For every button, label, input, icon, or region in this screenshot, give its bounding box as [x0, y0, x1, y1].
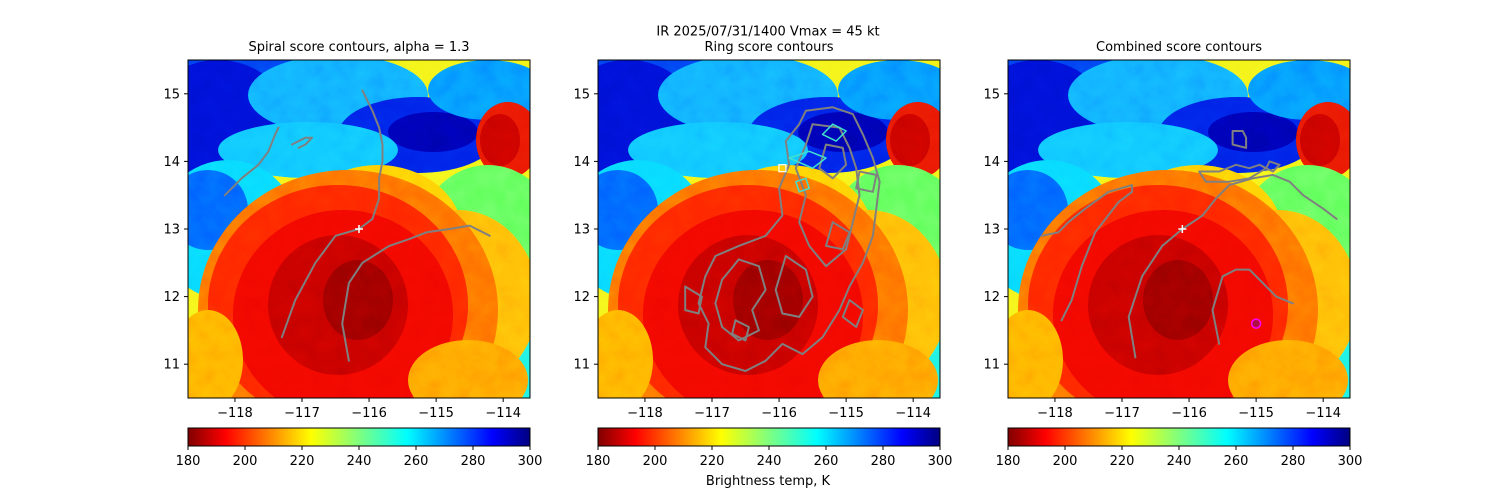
score-contour: [788, 150, 827, 169]
x-tick-label: −116: [1171, 406, 1207, 421]
colorbar-tick-label: 220: [1110, 454, 1135, 469]
x-tick-label: −118: [217, 406, 253, 421]
score-contour: [684, 285, 703, 315]
y-tick-label: 14: [163, 155, 180, 170]
colorbar-tick-label: 200: [643, 454, 668, 469]
colorbar-tick-label: 280: [1281, 454, 1306, 469]
score-contour: [821, 123, 847, 142]
score-contour: [341, 224, 491, 362]
panel-3: Combined score contours −118 −117 −116 −115 −…: [983, 40, 1363, 469]
y-tick-label: 15: [163, 87, 180, 102]
x-tick-label: −116: [351, 406, 387, 421]
colorbar: 180 200 220 240 260 280 300: [586, 427, 953, 469]
x-tick-label: −114: [485, 406, 521, 421]
y-tick-label: 11: [983, 358, 1000, 373]
y-tick-label: 13: [163, 223, 180, 238]
y-tick-label: 11: [573, 358, 590, 373]
score-contour: [280, 89, 384, 339]
x-tick-label: −117: [694, 406, 730, 421]
colorbar-tick-label: 280: [871, 454, 896, 469]
score-contour: [1040, 184, 1134, 322]
colorbar-tick-label: 300: [928, 454, 953, 469]
score-contour: [1211, 268, 1294, 345]
x-tick-label: −118: [627, 406, 663, 421]
panel-title: Combined score contours: [1096, 40, 1262, 55]
score-contour: [795, 177, 810, 193]
score-contour: [697, 106, 881, 372]
colorbar-tick-label: 260: [1224, 454, 1249, 469]
x-tick-label: −115: [418, 406, 454, 421]
colorbar: 180 200 220 240 260 280 300: [176, 427, 543, 469]
y-tick-label: 12: [983, 290, 1000, 305]
panel-1: Spiral score contours, alpha = 1.3 −118 −1…: [163, 40, 543, 469]
score-contour: [818, 143, 848, 180]
x-tick-label: −118: [1037, 406, 1073, 421]
score-contour: [774, 255, 814, 318]
y-tick-label: 12: [163, 290, 180, 305]
score-contour: [855, 170, 878, 193]
score-contour: [825, 221, 851, 251]
colorbar-tick-label: 300: [518, 454, 543, 469]
colorbar-tick-label: 200: [1053, 454, 1078, 469]
x-tick-label: −115: [828, 406, 864, 421]
colorbar: 180 200 220 240 260 280 300: [996, 427, 1363, 469]
x-tick-label: −114: [895, 406, 931, 421]
colorbar-label: Brightness temp, K: [706, 474, 831, 489]
score-contour: [731, 319, 750, 342]
colorbar-tick-label: 180: [176, 454, 201, 469]
colorbar-tick-label: 240: [347, 454, 372, 469]
colorbar-tick-label: 260: [404, 454, 429, 469]
colorbar-tick-label: 220: [700, 454, 725, 469]
score-contour: [794, 123, 861, 268]
colorbar-tick-label: 300: [1338, 454, 1363, 469]
score-contour: [223, 126, 280, 197]
x-tick-label: −116: [761, 406, 797, 421]
brightness-temp-image: [598, 60, 940, 398]
colorbar-tick-label: 240: [757, 454, 782, 469]
brightness-temp-image: [1008, 60, 1350, 398]
panel-title: Ring score contours: [704, 40, 833, 55]
colorbar-tick-label: 220: [290, 454, 315, 469]
y-tick-label: 13: [573, 223, 590, 238]
colorbar-tick-label: 280: [461, 454, 486, 469]
y-tick-label: 14: [983, 155, 1000, 170]
center-plus-marker: [355, 225, 363, 233]
score-contour: [841, 299, 864, 328]
y-tick-label: 13: [983, 223, 1000, 238]
score-contour: [1127, 173, 1338, 359]
y-tick-label: 12: [573, 290, 590, 305]
score-contour: [1231, 130, 1248, 149]
y-tick-label: 15: [573, 87, 590, 102]
score-contour: [714, 258, 767, 342]
score-contour: [290, 136, 314, 149]
colorbar-tick-label: 240: [1167, 454, 1192, 469]
y-tick-label: 11: [163, 358, 180, 373]
center-plus-marker: [1178, 225, 1187, 233]
x-tick-label: −117: [284, 406, 320, 421]
y-tick-label: 14: [573, 155, 590, 170]
panel-title: Spiral score contours, alpha = 1.3: [248, 40, 469, 55]
colorbar-tick-label: 180: [996, 454, 1021, 469]
panel-2: Ring score contours −118 −117 −116 −115 −114 1…: [573, 40, 953, 469]
figure-suptitle: IR 2025/07/31/1400 Vmax = 45 kt: [656, 25, 879, 40]
colorbar-tick-label: 260: [814, 454, 839, 469]
brightness-temp-image: [188, 60, 530, 398]
score-contour: [1265, 160, 1281, 173]
x-tick-label: −117: [1104, 406, 1140, 421]
colorbar-tick-label: 200: [233, 454, 258, 469]
y-tick-label: 15: [983, 87, 1000, 102]
x-tick-label: −114: [1305, 406, 1341, 421]
center-circle-marker: [1250, 318, 1262, 329]
center-square-marker: [778, 164, 787, 173]
x-tick-label: −115: [1238, 406, 1274, 421]
score-contour: [1198, 163, 1268, 183]
colorbar-tick-label: 180: [586, 454, 611, 469]
